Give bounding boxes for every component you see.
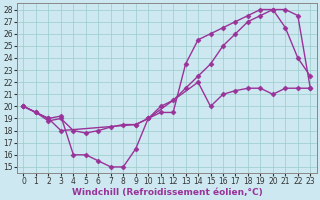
X-axis label: Windchill (Refroidissement éolien,°C): Windchill (Refroidissement éolien,°C) <box>72 188 262 197</box>
